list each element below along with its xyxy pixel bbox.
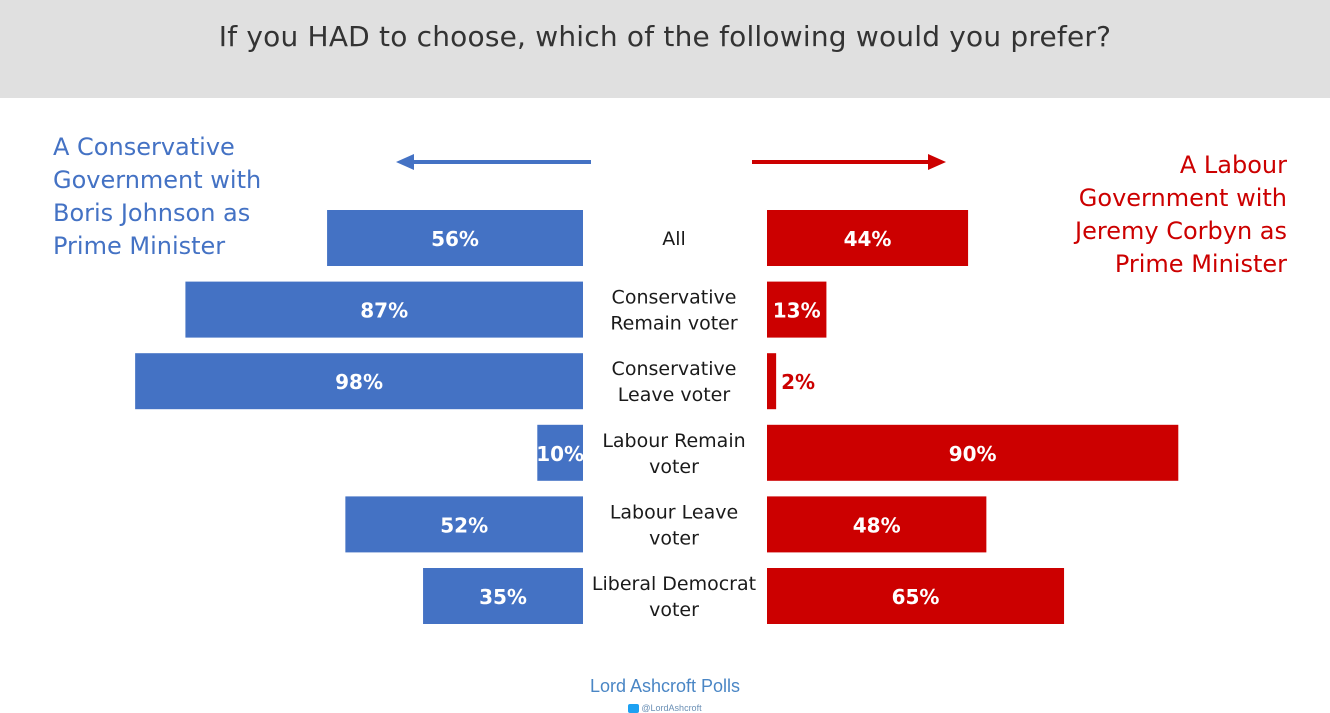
legend-conservative: A Conservative Government with Boris Joh…: [53, 133, 262, 260]
data-label-conservative-3: 10%: [536, 442, 584, 466]
data-label-conservative-0: 56%: [431, 227, 479, 251]
bar-labour-5: [767, 568, 1065, 624]
bar-conservative-3: [537, 424, 583, 481]
source-twitter: @LordAshcroft: [0, 703, 1330, 713]
data-label-conservative-1: 87%: [360, 299, 408, 323]
legend-labour: A Labour Government with Jeremy Corbyn a…: [1075, 151, 1287, 278]
bar-labour-1: [767, 281, 827, 338]
category-label-4: Labour Leave voter: [610, 501, 738, 549]
bar-labour-0: [767, 210, 969, 266]
source-brand: Lord Ashcroft Polls: [589, 676, 741, 696]
category-label-5: Liberal Democrat voter: [592, 573, 756, 621]
data-label-conservative-5: 35%: [479, 585, 527, 609]
category-label-3: Labour Remain voter: [602, 430, 745, 478]
bar-conservative-0: [327, 210, 583, 266]
data-label-conservative-4: 52%: [440, 513, 488, 537]
data-label-labour-0: 44%: [844, 227, 892, 251]
chart-title: If you HAD to choose, which of the follo…: [218, 20, 1112, 53]
data-label-labour-4: 48%: [853, 513, 901, 537]
conservative-direction-arrow: [396, 154, 591, 170]
twitter-handle: @LordAshcroft: [641, 703, 702, 713]
bar-conservative-2: [135, 353, 583, 410]
data-label-labour-5: 65%: [892, 585, 940, 609]
bar-labour-4: [767, 496, 987, 553]
twitter-icon: [628, 704, 640, 713]
data-label-labour-1: 13%: [773, 299, 821, 323]
labour-direction-arrow: [752, 154, 946, 170]
data-label-conservative-2: 98%: [335, 370, 383, 394]
bar-conservative-5: [423, 568, 583, 624]
bar-conservative-4: [345, 496, 583, 553]
header-banner: If you HAD to choose, which of the follo…: [0, 0, 1330, 98]
data-label-labour-3: 90%: [949, 442, 997, 466]
data-label-labour-2: 2%: [781, 370, 815, 394]
bar-labour-3: [767, 424, 1179, 481]
category-label-0: All: [662, 228, 686, 250]
bar-labour-2: [767, 353, 777, 410]
category-label-1: Conservative Remain voter: [610, 287, 738, 335]
bar-conservative-1: [185, 281, 583, 338]
category-label-2: Conservative Leave voter: [612, 358, 737, 406]
